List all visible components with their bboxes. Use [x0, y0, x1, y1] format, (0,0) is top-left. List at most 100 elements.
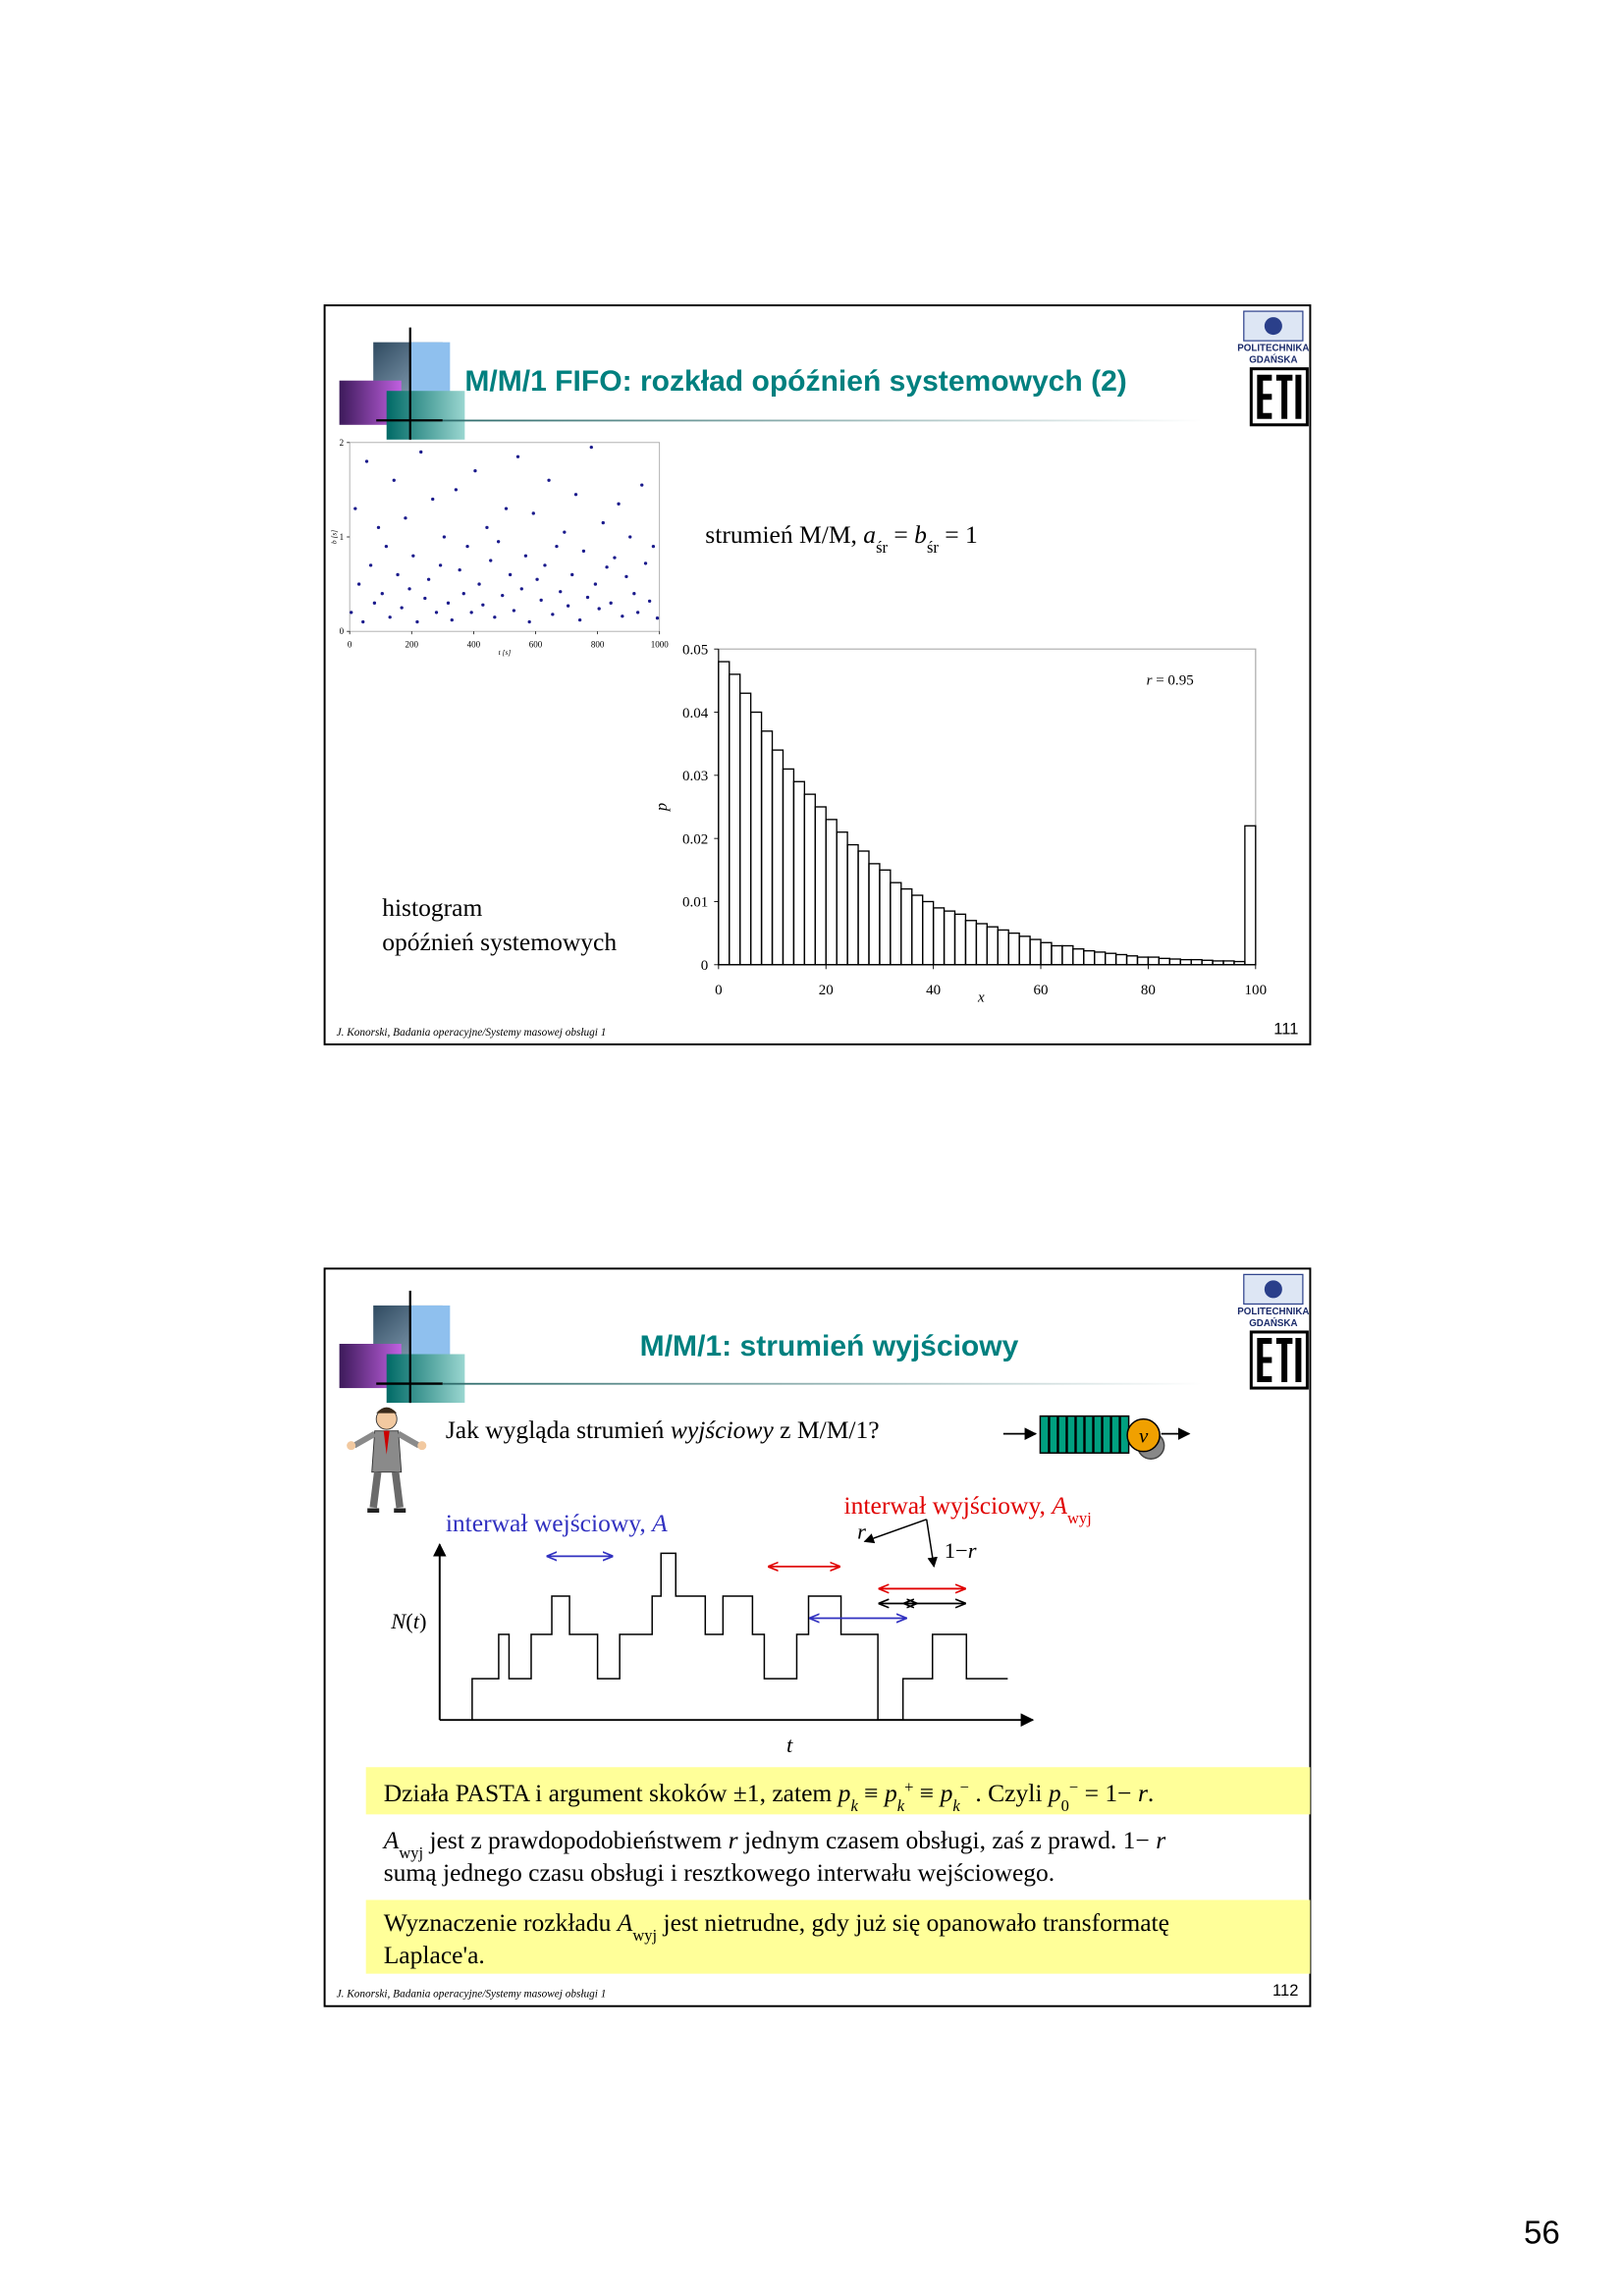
scatter-point — [523, 554, 528, 558]
shape — [383, 1430, 390, 1455]
x-tick-label: 0 — [348, 640, 352, 650]
logo-text: POLITECHNIKA — [1237, 344, 1309, 354]
scatter-point — [446, 601, 451, 605]
logo-crest — [1264, 317, 1282, 336]
highlight-box — [365, 1767, 1311, 1815]
logo-eti — [1257, 1337, 1302, 1383]
text-part: śr — [927, 538, 939, 557]
awyj-text: sumą jednego czasu obsługi i resztkowego… — [384, 1858, 1055, 1887]
text-part: r — [729, 1826, 739, 1854]
text-part: + — [904, 1777, 913, 1795]
scatter-point — [481, 603, 485, 607]
logo-text: GDAŃSKA — [1249, 1318, 1297, 1329]
y-tick-label: 0 — [701, 958, 709, 974]
shape — [925, 1519, 938, 1568]
scatter-point — [496, 540, 501, 544]
scatter-point — [353, 507, 357, 510]
scatter-point — [531, 511, 535, 515]
text-part: p — [1047, 1779, 1061, 1807]
scatter-point — [465, 544, 469, 549]
y-tick-label: 2 — [340, 438, 345, 448]
text-part: wyjściowy — [671, 1415, 775, 1444]
text-part: jest nietrudne, gdy już się opanowało tr… — [657, 1908, 1169, 1937]
output-interval-label: interwał wyjściowy, Awyj — [844, 1491, 1092, 1527]
scatter-point — [573, 493, 578, 497]
text-part: Jak wygląda strumień — [446, 1415, 671, 1444]
scatter-point — [613, 556, 617, 560]
y-axis-label: N(t) — [390, 1609, 426, 1633]
scatter-point — [651, 544, 656, 549]
deco-square — [409, 342, 451, 396]
shape — [376, 1407, 398, 1414]
scatter-point — [404, 516, 407, 520]
branch-arrows — [863, 1519, 938, 1568]
x-tick-label: 1000 — [651, 640, 670, 650]
scatter-chart: 0 1 2 0 200 400 600 800 1000 t [s] b [s] — [330, 438, 670, 657]
x-tick-label: 60 — [1034, 983, 1049, 998]
text-part: wyj — [399, 1842, 423, 1861]
slide-title: M/M/1 FIFO: rozkład opóźnień systemowych… — [464, 365, 1126, 398]
scatter-point — [380, 592, 384, 596]
slide-number: 112 — [1272, 1981, 1298, 2000]
text-part: ( — [406, 1609, 413, 1633]
text-part: z M/M/1? — [774, 1415, 880, 1444]
caption: opóźnień systemowych — [382, 928, 617, 956]
text-part: ≡ — [858, 1779, 885, 1807]
scatter-point — [407, 587, 411, 591]
shape — [471, 1552, 1008, 1721]
x-axis-label: t [s] — [499, 648, 512, 657]
text-part: r — [968, 1538, 977, 1563]
shape — [1126, 1417, 1161, 1453]
x-axis-label: t — [786, 1733, 793, 1757]
branch-label: r — [857, 1519, 866, 1543]
scatter-point — [461, 592, 465, 596]
text-part: wyj — [1067, 1508, 1092, 1526]
scatter-point — [419, 450, 423, 454]
y-tick-label: 0.01 — [682, 895, 708, 911]
annotation-part: r — [1147, 672, 1153, 688]
text-part: k — [897, 1795, 905, 1814]
x-tick-label: 600 — [529, 640, 543, 650]
scatter-point — [555, 544, 559, 549]
slide-frame — [323, 1267, 1312, 2007]
shape — [369, 1471, 404, 1509]
question: Jak wygląda strumień wyjściowy z M/M/1? — [446, 1415, 880, 1444]
x-tick-label: 400 — [467, 640, 481, 650]
scatter-point — [655, 616, 660, 620]
deco-square — [386, 1354, 465, 1404]
scatter-point — [581, 549, 586, 554]
scatter-point — [640, 483, 644, 487]
stream-label: strumień M/M, aśr = bśr = 1 — [705, 520, 978, 557]
text-part: − — [960, 1777, 969, 1795]
logo-text: GDAŃSKA — [1249, 355, 1297, 366]
text-part: interwał wejściowy, — [446, 1509, 652, 1537]
scatter-point — [454, 488, 459, 492]
scatter-point — [384, 544, 389, 549]
y-tick-label: 0.05 — [682, 642, 708, 658]
scatter-point — [368, 563, 373, 567]
scatter-point — [643, 561, 648, 565]
scatter-point — [372, 601, 377, 605]
scatter-point — [551, 613, 555, 616]
scatter-point — [501, 593, 505, 598]
y-tick-label: 1 — [340, 532, 345, 542]
histogram-chart: 0 0.01 0.02 0.03 0.04 0.05 0 20 40 60 80 100 x p r = 0… — [652, 642, 1267, 1005]
scatter-point — [547, 478, 551, 482]
text-part: a — [863, 520, 876, 549]
x-tick-label: 200 — [406, 640, 419, 650]
annotation-part: = 0.95 — [1152, 672, 1193, 688]
text-part: k — [850, 1795, 858, 1814]
logo-eti — [1257, 374, 1302, 419]
text-part: 1− — [945, 1538, 968, 1563]
pasta-text: Działa PASTA i argument skoków ±1, zatem… — [384, 1777, 1155, 1814]
shape — [1048, 1415, 1121, 1454]
text-part: t — [413, 1609, 420, 1633]
annotation: r = 0.95 — [1147, 672, 1194, 688]
scatter-point — [504, 507, 509, 510]
scatter-point — [469, 611, 473, 614]
scatter-point — [361, 619, 365, 624]
scatter-point — [426, 577, 431, 581]
